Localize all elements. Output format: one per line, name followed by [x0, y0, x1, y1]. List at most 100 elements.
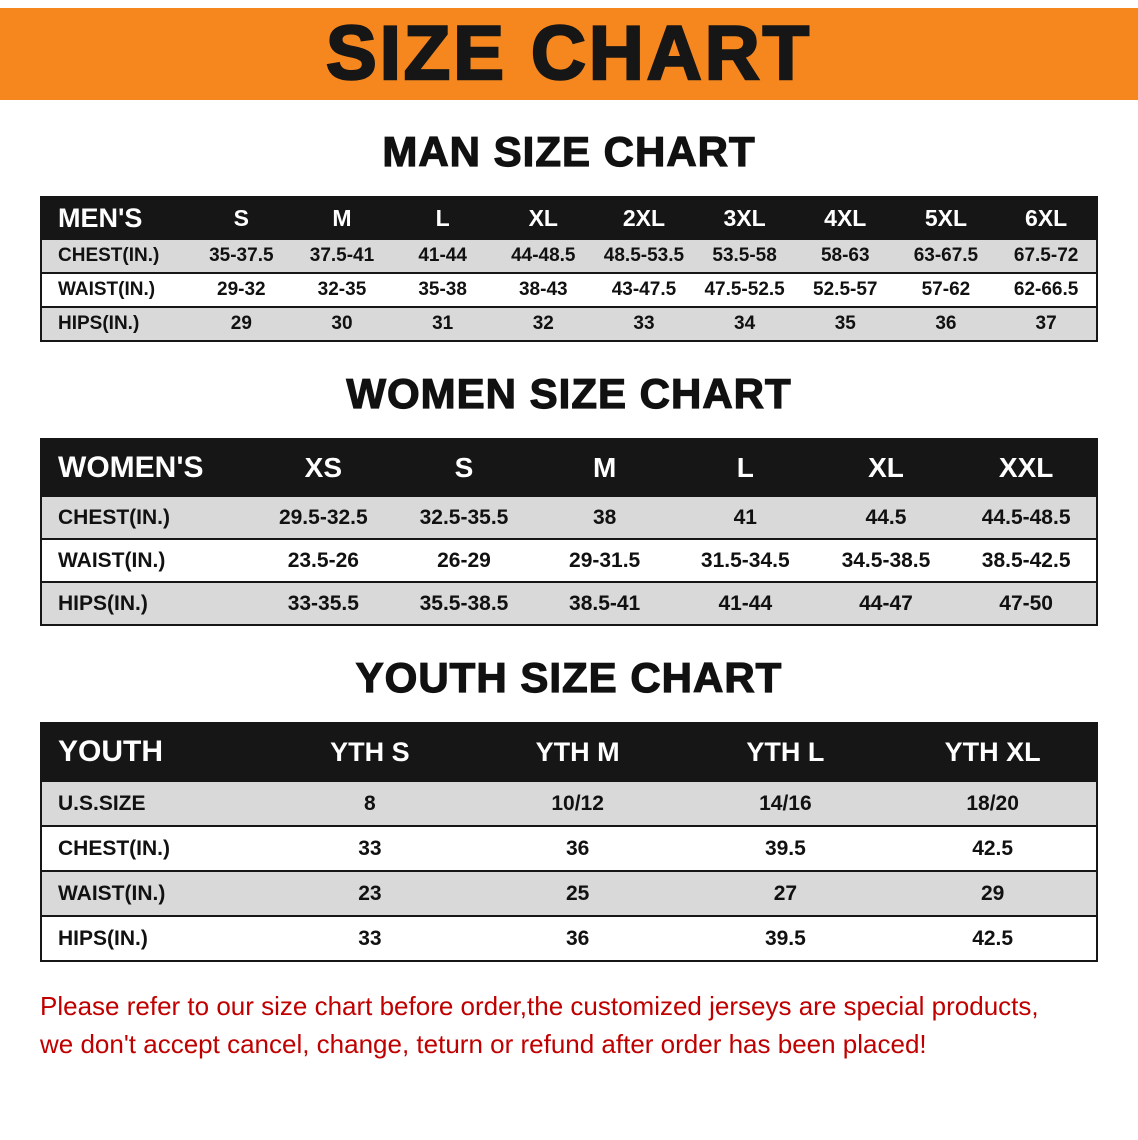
row-label: CHEST(IN.)	[58, 245, 160, 267]
row-label: CHEST(IN.)	[58, 505, 170, 529]
size-value-cell: 36	[565, 836, 590, 860]
size-value-cell: 36	[565, 926, 590, 950]
size-value-cell: 52.5-57	[813, 279, 878, 301]
size-header-cell: YTH M	[473, 723, 682, 782]
banner: SIZE CHART	[0, 8, 1138, 100]
size-header-cell: YTH XL	[889, 723, 1097, 782]
size-header-cell: 5XL	[895, 197, 997, 240]
table-header-row: MEN'S S M L XL 2XL 3XL 4XL 5XL 6XL	[41, 197, 1097, 240]
size-header-cell: XS	[253, 439, 394, 497]
size-value-cell: 14/16	[759, 791, 812, 815]
size-header-cell: YTH L	[681, 723, 890, 782]
size-header-cell: S	[191, 197, 292, 240]
size-value-cell: 44.5-48.5	[981, 505, 1071, 529]
size-value-cell: 53.5-58	[712, 245, 777, 267]
table-title-cell: WOMEN'S	[41, 439, 253, 497]
youth-size-heading: YOUTH SIZE CHART	[355, 654, 783, 702]
measurement-row: U.S.SIZE 8 10/12 14/16 18/20	[41, 781, 1097, 827]
size-value-cell: 44-47	[859, 591, 913, 615]
measurement-row: HIPS(IN.) 33 36 39.5 42.5	[41, 916, 1097, 962]
size-value-cell: 32.5-35.5	[419, 505, 509, 529]
size-header-cell: L	[392, 197, 493, 240]
size-header-cell: 4XL	[794, 197, 896, 240]
size-value-cell: 30	[331, 313, 353, 335]
row-label: WAIST(IN.)	[58, 881, 166, 905]
size-charts: MAN SIZE CHART MEN'S S M L XL 2XL 3XL 4XL 5XL 6XL…	[0, 129, 1138, 963]
measurement-row: CHEST(IN.) 29.5-32.5 32.5-35.5 38 41 44.5 44.5…	[41, 496, 1097, 540]
size-value-cell: 34	[734, 313, 756, 335]
mens-size-table: MEN'S S M L XL 2XL 3XL 4XL 5XL 6XL CHEST(IN.) 35-37…	[40, 196, 1098, 343]
size-header-cell: YTH S	[266, 723, 474, 782]
man-size-section: MAN SIZE CHART MEN'S S M L XL 2XL 3XL 4XL 5XL 6XL…	[0, 129, 1138, 343]
size-value-cell: 26-29	[437, 548, 491, 572]
table-header-row: WOMEN'S XS S M L XL XXL	[41, 439, 1097, 497]
row-label: WAIST(IN.)	[58, 279, 156, 301]
size-value-cell: 18/20	[966, 791, 1019, 815]
size-value-cell: 41-44	[418, 245, 467, 267]
size-value-cell: 36	[935, 313, 957, 335]
size-value-cell: 48.5-53.5	[603, 245, 685, 267]
measurement-row: HIPS(IN.) 29 30 31 32 33 34 35 36 37	[41, 307, 1097, 342]
youth-size-table: YOUTH YTH S YTH M YTH L YTH XL U.S.SIZE 8 10/12…	[40, 722, 1098, 963]
size-value-cell: 67.5-72	[1013, 245, 1079, 267]
size-header-cell: M	[291, 197, 393, 240]
size-value-cell: 39.5	[764, 926, 806, 950]
women-size-section: WOMEN SIZE CHART WOMEN'S XS S M L XL XXL CHEST(…	[0, 370, 1138, 627]
measurement-row: WAIST(IN.) 23 25 27 29	[41, 871, 1097, 917]
measurement-row: WAIST(IN.) 23.5-26 26-29 29-31.5 31.5-34.5 34…	[41, 539, 1097, 583]
size-value-cell: 33	[633, 313, 655, 335]
size-value-cell: 10/12	[551, 791, 604, 815]
size-value-cell: 29	[230, 313, 252, 335]
size-value-cell: 62-66.5	[1013, 279, 1079, 301]
size-value-cell: 41-44	[718, 591, 773, 615]
size-value-cell: 32	[532, 313, 554, 335]
size-value-cell: 37	[1035, 313, 1057, 335]
size-header-cell: 3XL	[694, 197, 795, 240]
size-value-cell: 38-43	[518, 279, 568, 301]
size-value-cell: 31	[432, 313, 454, 335]
measurement-row: CHEST(IN.) 33 36 39.5 42.5	[41, 826, 1097, 872]
size-value-cell: 23.5-26	[287, 548, 359, 572]
table-title-cell: YOUTH	[41, 723, 266, 782]
size-value-cell: 8	[364, 791, 376, 815]
size-header-cell: S	[393, 439, 535, 497]
size-header-cell: XL	[492, 197, 594, 240]
table-title-cell: MEN'S	[41, 197, 191, 240]
size-value-cell: 35-37.5	[209, 245, 274, 267]
measurement-row: CHEST(IN.) 35-37.5 37.5-41 41-44 44-48.5 48.5…	[41, 239, 1097, 274]
size-header-cell: L	[674, 439, 816, 497]
size-value-cell: 32-35	[317, 279, 367, 301]
size-value-cell: 35.5-38.5	[419, 591, 509, 615]
size-value-cell: 33	[358, 926, 382, 950]
size-value-cell: 23	[358, 881, 382, 905]
youth-size-section: YOUTH SIZE CHART YOUTH YTH S YTH M YTH L YTH…	[0, 654, 1138, 963]
size-value-cell: 31.5-34.5	[700, 548, 790, 572]
size-header-cell: 6XL	[996, 197, 1097, 240]
size-value-cell: 27	[773, 881, 798, 905]
size-value-cell: 38.5-42.5	[981, 548, 1071, 572]
row-label: HIPS(IN.)	[58, 313, 140, 335]
row-label: HIPS(IN.)	[58, 926, 148, 950]
size-header-cell: M	[534, 439, 675, 497]
size-value-cell: 29-32	[217, 279, 266, 301]
women-size-heading: WOMEN SIZE CHART	[346, 370, 792, 418]
size-value-cell: 44-48.5	[511, 245, 576, 267]
size-value-cell: 33-35.5	[287, 591, 359, 615]
size-header-cell: 2XL	[593, 197, 695, 240]
size-value-cell: 38.5-41	[569, 591, 641, 615]
size-chart-page: SIZE CHART MAN SIZE CHART MEN'S S M L XL 2XL 3…	[0, 8, 1138, 1140]
size-value-cell: 39.5	[764, 836, 806, 860]
table-header-row: YOUTH YTH S YTH M YTH L YTH XL	[41, 723, 1097, 782]
size-value-cell: 44.5	[865, 505, 907, 529]
size-header-cell: XL	[815, 439, 957, 497]
size-value-cell: 42.5	[972, 926, 1014, 950]
size-value-cell: 43-47.5	[611, 279, 677, 301]
size-value-cell: 63-67.5	[913, 245, 979, 267]
size-value-cell: 33	[358, 836, 382, 860]
size-value-cell: 29	[980, 881, 1005, 905]
size-value-cell: 38	[592, 505, 617, 529]
size-value-cell: 57-62	[921, 279, 971, 301]
row-label: U.S.SIZE	[58, 791, 146, 815]
row-label: CHEST(IN.)	[58, 836, 170, 860]
banner-title: SIZE CHART	[325, 11, 812, 96]
